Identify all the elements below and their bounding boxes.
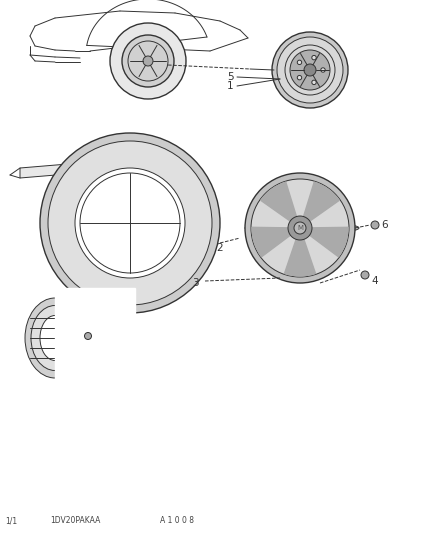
Circle shape bbox=[110, 23, 186, 99]
Polygon shape bbox=[268, 236, 296, 269]
Circle shape bbox=[48, 141, 212, 305]
Circle shape bbox=[297, 76, 302, 80]
Ellipse shape bbox=[25, 298, 85, 378]
Circle shape bbox=[40, 133, 220, 313]
Wedge shape bbox=[285, 239, 315, 276]
Polygon shape bbox=[310, 208, 346, 227]
Circle shape bbox=[304, 64, 316, 76]
Wedge shape bbox=[261, 182, 297, 221]
Circle shape bbox=[75, 168, 185, 278]
Circle shape bbox=[361, 271, 369, 279]
Text: M: M bbox=[297, 225, 303, 231]
Text: 1: 1 bbox=[227, 81, 233, 91]
Circle shape bbox=[251, 179, 349, 277]
Wedge shape bbox=[252, 227, 290, 257]
Circle shape bbox=[371, 221, 379, 229]
Circle shape bbox=[85, 333, 92, 340]
Text: 2: 2 bbox=[217, 243, 223, 253]
Text: 5: 5 bbox=[227, 72, 233, 82]
Circle shape bbox=[290, 50, 330, 90]
Circle shape bbox=[277, 37, 343, 103]
Circle shape bbox=[272, 32, 348, 108]
Text: 1/1: 1/1 bbox=[5, 516, 17, 525]
Circle shape bbox=[294, 222, 306, 234]
Polygon shape bbox=[304, 236, 332, 269]
Circle shape bbox=[122, 35, 174, 87]
Bar bbox=[55, 288, 135, 388]
Ellipse shape bbox=[245, 222, 359, 234]
Text: 4: 4 bbox=[372, 276, 378, 286]
Circle shape bbox=[245, 173, 355, 283]
Text: 3: 3 bbox=[192, 278, 198, 288]
Text: A 1 0 0 8: A 1 0 0 8 bbox=[160, 516, 194, 525]
Circle shape bbox=[321, 68, 325, 72]
Polygon shape bbox=[20, 163, 80, 178]
Ellipse shape bbox=[31, 305, 79, 370]
Wedge shape bbox=[310, 227, 348, 257]
Circle shape bbox=[312, 55, 316, 60]
Circle shape bbox=[288, 216, 312, 240]
Circle shape bbox=[312, 80, 316, 85]
Polygon shape bbox=[294, 181, 306, 216]
Circle shape bbox=[297, 60, 302, 64]
Text: 1DV20PAKAA: 1DV20PAKAA bbox=[50, 516, 100, 525]
Ellipse shape bbox=[40, 316, 70, 360]
Text: 6: 6 bbox=[381, 220, 389, 230]
Polygon shape bbox=[254, 208, 290, 227]
Wedge shape bbox=[304, 182, 339, 221]
Circle shape bbox=[143, 56, 153, 66]
